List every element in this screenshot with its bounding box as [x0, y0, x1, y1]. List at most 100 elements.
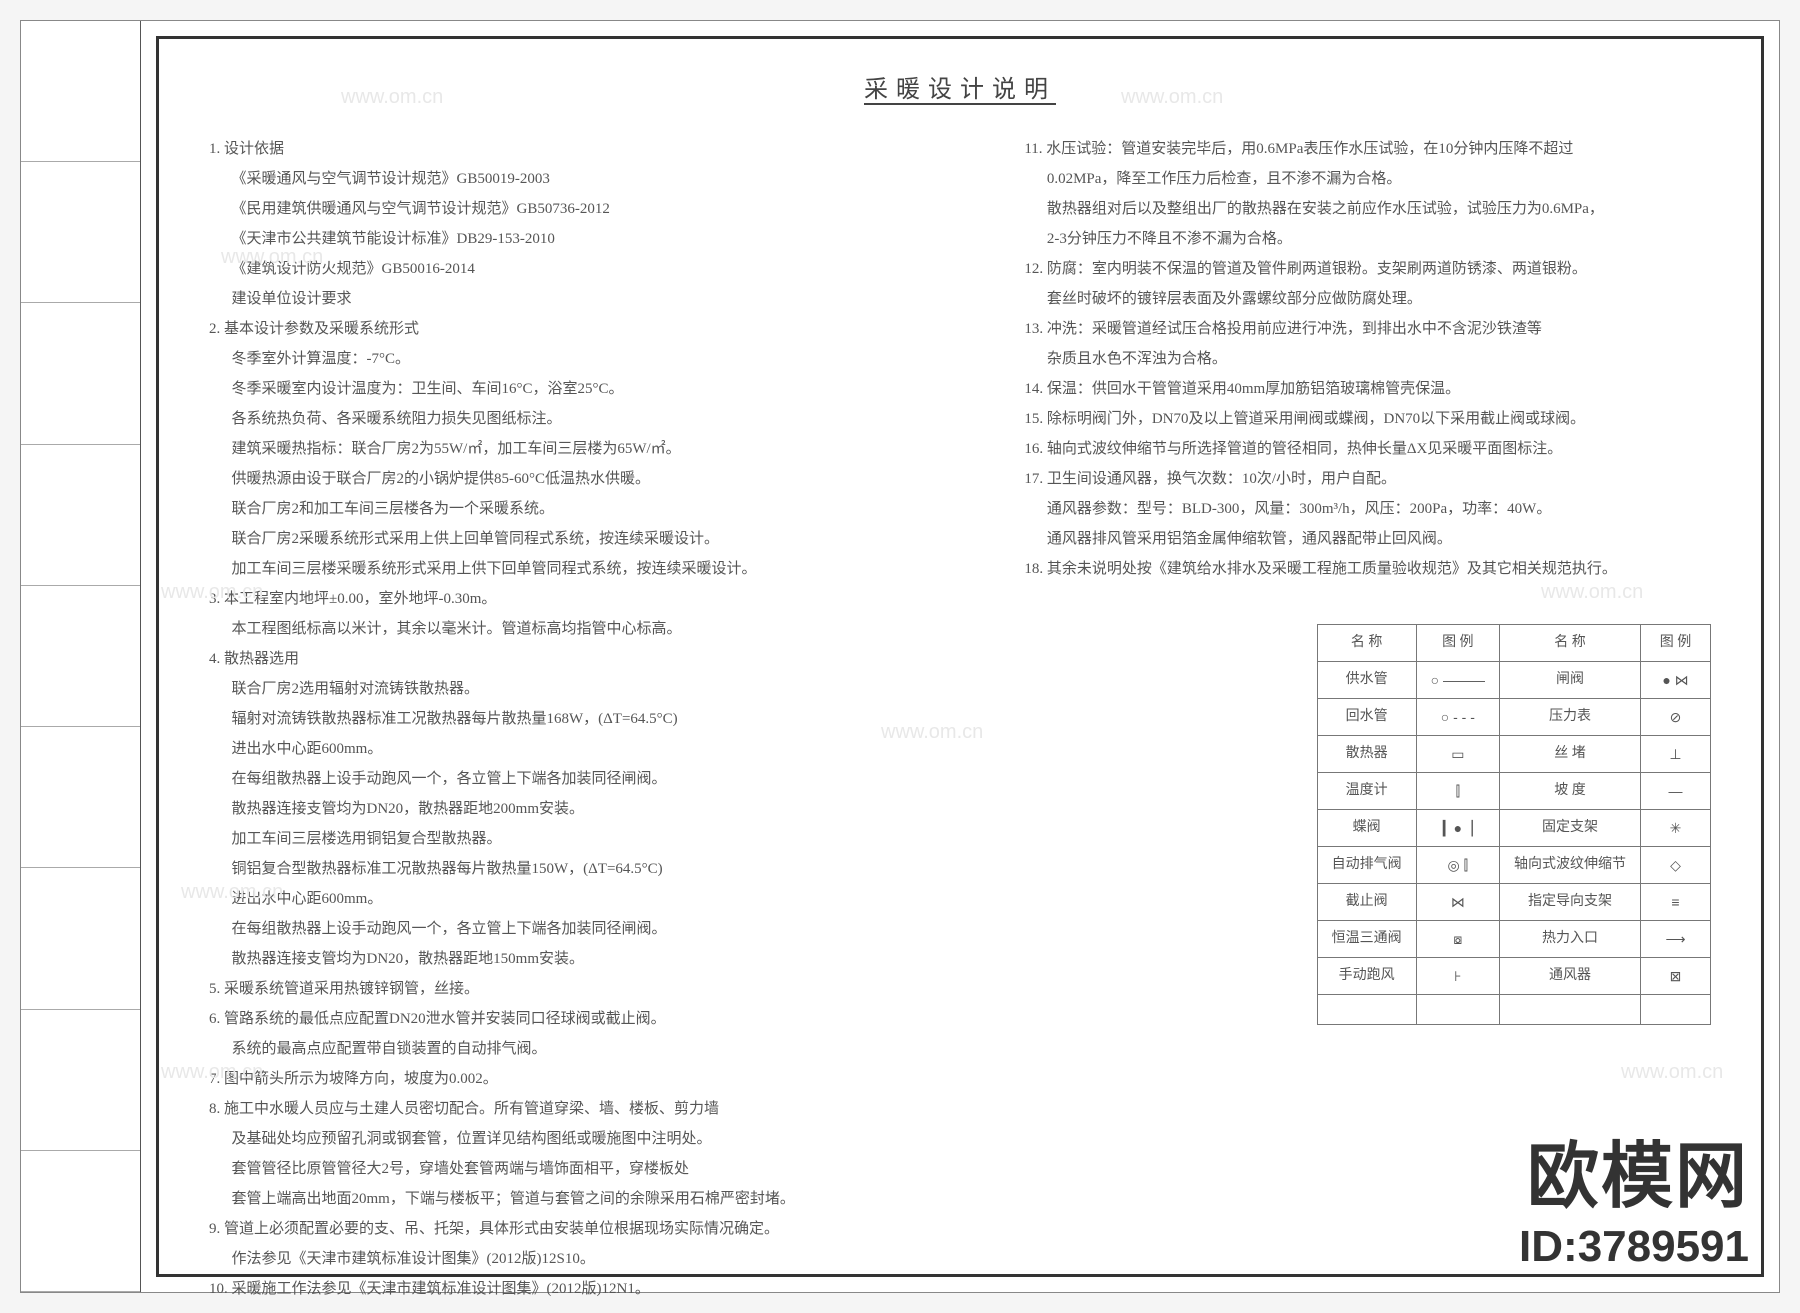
legend-name [1317, 995, 1416, 1025]
text-line: 《采暖通风与空气调节设计规范》GB50019-2003 [209, 164, 964, 194]
legend-name: 供水管 [1317, 662, 1416, 699]
text-line: 铜铝复合型散热器标准工况散热器每片散热量150W，(ΔT=64.5°C) [209, 854, 964, 884]
text-line: 辐射对流铸铁散热器标准工况散热器每片散热量168W，(ΔT=64.5°C) [209, 704, 964, 734]
legend-symbol: ◎ ⫿ [1416, 847, 1499, 884]
drawing-sheet: 采暖设计说明 1. 设计依据《采暖通风与空气调节设计规范》GB50019-200… [20, 20, 1780, 1293]
drawing-area: 采暖设计说明 1. 设计依据《采暖通风与空气调节设计规范》GB50019-200… [156, 36, 1764, 1277]
text-line: 套丝时破坏的镀锌层表面及外露螺纹部分应做防腐处理。 [1024, 284, 1711, 314]
legend-symbol: ○ - - - [1416, 699, 1499, 736]
text-line: 15. 除标明阀门外，DN70及以上管道采用闸阀或蝶阀，DN70以下采用截止阀或… [1024, 404, 1711, 434]
brand-name: 欧模网 [1519, 1117, 1749, 1222]
text-line: 联合厂房2选用辐射对流铸铁散热器。 [209, 674, 964, 704]
text-line: 建设单位设计要求 [209, 284, 964, 314]
text-line: 12. 防腐：室内明装不保温的管道及管件刷两道银粉。支架刷两道防锈漆、两道银粉。 [1024, 254, 1711, 284]
content-columns: 1. 设计依据《采暖通风与空气调节设计规范》GB50019-2003《民用建筑供… [209, 134, 1711, 1304]
text-line: 进出水中心距600mm。 [209, 734, 964, 764]
legend-symbol [1641, 995, 1711, 1025]
text-line: 作法参见《天津市建筑标准设计图集》(2012版)12S10。 [209, 1244, 964, 1274]
text-line: 16. 轴向式波纹伸缩节与所选择管道的管径相同，热伸长量ΔX见采暖平面图标注。 [1024, 434, 1711, 464]
legend-symbol: ⫿ [1416, 773, 1499, 810]
legend-name: 截止阀 [1317, 884, 1416, 921]
text-line: 套管管径比原管管径大2号，穿墙处套管两端与墙饰面相平，穿楼板处 [209, 1154, 964, 1184]
legend-name: 回水管 [1317, 699, 1416, 736]
text-line: 系统的最高点应配置带自锁装置的自动排气阀。 [209, 1034, 964, 1064]
text-line: 2-3分钟压力不降且不渗不漏为合格。 [1024, 224, 1711, 254]
legend-wrap: 名 称图 例名 称图 例供水管○ ———闸阀● ⋈回水管○ - - -压力表⊘散… [1317, 624, 1711, 1025]
tb-cell [21, 1151, 140, 1292]
text-line: 建筑采暖热指标：联合厂房2为55W/㎡，加工车间三层楼为65W/㎡。 [209, 434, 964, 464]
text-line: 《建筑设计防火规范》GB50016-2014 [209, 254, 964, 284]
tb-cell [21, 727, 140, 868]
legend-name: 闸阀 [1500, 662, 1641, 699]
legend-symbol: ⊘ [1641, 699, 1711, 736]
legend-symbol: ○ ——— [1416, 662, 1499, 699]
legend-symbol: ▎●▕ [1416, 810, 1499, 847]
text-line: 散热器组对后以及整组出厂的散热器在安装之前应作水压试验，试验压力为0.6MPa， [1024, 194, 1711, 224]
text-line: 进出水中心距600mm。 [209, 884, 964, 914]
legend-symbol: ⧇ [1416, 921, 1499, 958]
legend-name: 手动跑风 [1317, 958, 1416, 995]
text-line: 3. 本工程室内地坪±0.00，室外地坪-0.30m。 [209, 584, 964, 614]
text-line: 2. 基本设计参数及采暖系统形式 [209, 314, 964, 344]
text-line: 5. 采暖系统管道采用热镀锌钢管，丝接。 [209, 974, 964, 1004]
text-line: 本工程图纸标高以米计，其余以毫米计。管道标高均指管中心标高。 [209, 614, 964, 644]
tb-cell [21, 303, 140, 444]
text-line: 7. 图中箭头所示为坡降方向，坡度为0.002。 [209, 1064, 964, 1094]
text-line: 8. 施工中水暖人员应与土建人员密切配合。所有管道穿梁、墙、楼板、剪力墙 [209, 1094, 964, 1124]
text-line: 加工车间三层楼采暖系统形式采用上供下回单管同程式系统，按连续采暖设计。 [209, 554, 964, 584]
legend-symbol: ✳ [1641, 810, 1711, 847]
legend-table: 名 称图 例名 称图 例供水管○ ———闸阀● ⋈回水管○ - - -压力表⊘散… [1317, 624, 1711, 1025]
tb-cell [21, 162, 140, 303]
text-line: 在每组散热器上设手动跑风一个，各立管上下端各加装同径闸阀。 [209, 764, 964, 794]
legend-name: 散热器 [1317, 736, 1416, 773]
watermark-logo: 欧模网 ID:3789591 [1519, 1117, 1749, 1272]
text-line: 散热器连接支管均为DN20，散热器距地200mm安装。 [209, 794, 964, 824]
legend-header: 图 例 [1416, 625, 1499, 662]
legend-symbol: ⋈ [1416, 884, 1499, 921]
legend-name: 自动排气阀 [1317, 847, 1416, 884]
legend-name: 通风器 [1500, 958, 1641, 995]
legend-name: 固定支架 [1500, 810, 1641, 847]
tb-cell [21, 445, 140, 586]
legend-symbol: ◇ [1641, 847, 1711, 884]
legend-symbol: ⊠ [1641, 958, 1711, 995]
right-column-text: 11. 水压试验：管道安装完毕后，用0.6MPa表压作水压试验，在10分钟内压降… [1024, 134, 1711, 584]
text-line: 4. 散热器选用 [209, 644, 964, 674]
text-line: 冬季采暖室内设计温度为：卫生间、车间16°C，浴室25°C。 [209, 374, 964, 404]
text-line: 联合厂房2采暖系统形式采用上供上回单管同程式系统，按连续采暖设计。 [209, 524, 964, 554]
legend-symbol: ● ⋈ [1641, 662, 1711, 699]
legend-name: 坡 度 [1500, 773, 1641, 810]
legend-name [1500, 995, 1641, 1025]
text-line: 联合厂房2和加工车间三层楼各为一个采暖系统。 [209, 494, 964, 524]
text-line: 及基础处均应预留孔洞或钢套管，位置详见结构图纸或暖施图中注明处。 [209, 1124, 964, 1154]
legend-name: 轴向式波纹伸缩节 [1500, 847, 1641, 884]
legend-name: 指定导向支架 [1500, 884, 1641, 921]
legend-symbol: ≡ [1641, 884, 1711, 921]
legend-name: 热力入口 [1500, 921, 1641, 958]
titleblock-column [21, 21, 141, 1292]
legend-symbol: ⊥ [1641, 736, 1711, 773]
text-line: 各系统热负荷、各采暖系统阻力损失见图纸标注。 [209, 404, 964, 434]
text-line: 1. 设计依据 [209, 134, 964, 164]
text-line: 供暖热源由设于联合厂房2的小锅炉提供85-60°C低温热水供暖。 [209, 464, 964, 494]
text-line: 通风器排风管采用铝箔金属伸缩软管，通风器配带止回风阀。 [1024, 524, 1711, 554]
text-line: 《民用建筑供暖通风与空气调节设计规范》GB50736-2012 [209, 194, 964, 224]
text-line: 10. 采暖施工作法参见《天津市建筑标准设计图集》(2012版)12N1。 [209, 1274, 964, 1304]
text-line: 冬季室外计算温度：-7°C。 [209, 344, 964, 374]
tb-cell [21, 868, 140, 1009]
legend-header: 名 称 [1317, 625, 1416, 662]
left-column: 1. 设计依据《采暖通风与空气调节设计规范》GB50019-2003《民用建筑供… [209, 134, 964, 1304]
text-line: 6. 管路系统的最低点应配置DN20泄水管并安装同口径球阀或截止阀。 [209, 1004, 964, 1034]
legend-symbol: ⊦ [1416, 958, 1499, 995]
legend-header: 名 称 [1500, 625, 1641, 662]
legend-header: 图 例 [1641, 625, 1711, 662]
legend-name: 温度计 [1317, 773, 1416, 810]
legend-symbol: ⟶ [1641, 921, 1711, 958]
tb-cell [21, 1010, 140, 1151]
legend-symbol: ▭ [1416, 736, 1499, 773]
text-line: 通风器参数：型号：BLD-300，风量：300m³/h，风压：200Pa，功率：… [1024, 494, 1711, 524]
legend-name: 恒温三通阀 [1317, 921, 1416, 958]
text-line: 9. 管道上必须配置必要的支、吊、托架，具体形式由安装单位根据现场实际情况确定。 [209, 1214, 964, 1244]
text-line: 18. 其余未说明处按《建筑给水排水及采暖工程施工质量验收规范》及其它相关规范执… [1024, 554, 1711, 584]
legend-name: 压力表 [1500, 699, 1641, 736]
